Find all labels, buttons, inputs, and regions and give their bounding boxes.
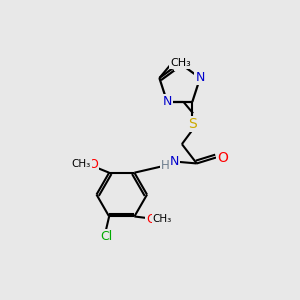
Text: CH₃: CH₃ — [72, 159, 91, 169]
Text: H: H — [161, 159, 170, 172]
Text: Cl: Cl — [100, 230, 112, 243]
Text: O: O — [88, 158, 98, 171]
Text: S: S — [188, 117, 197, 131]
Text: N: N — [163, 95, 172, 108]
Text: N: N — [195, 71, 205, 85]
Text: CH₃: CH₃ — [153, 214, 172, 224]
Text: N: N — [175, 57, 184, 70]
Text: O: O — [146, 213, 156, 226]
Text: N: N — [170, 155, 179, 168]
Text: O: O — [217, 151, 228, 164]
Text: CH₃: CH₃ — [170, 58, 191, 68]
